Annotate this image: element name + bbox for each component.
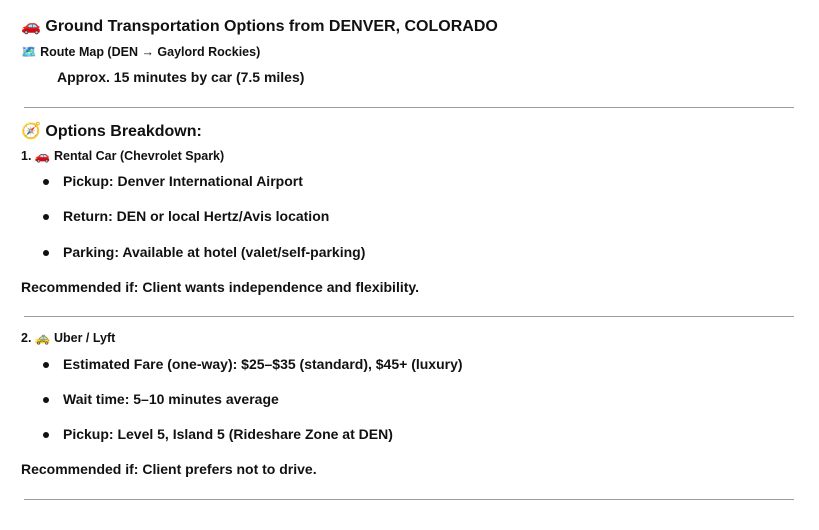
option-heading: 1. 🚗 Rental Car (Chevrolet Spark) (21, 149, 224, 164)
bullet-icon (43, 397, 49, 403)
route-detail: Approx. 15 minutes by car (7.5 miles) (57, 69, 305, 85)
option-number: 1. (21, 149, 32, 163)
page-title: 🚗 Ground Transportation Options from DEN… (21, 16, 498, 36)
options-breakdown-text: Options Breakdown: (45, 123, 202, 140)
option-number: 2. (21, 331, 32, 345)
divider (24, 499, 794, 500)
list-item: Estimated Fare (one-way): $25–$35 (stand… (63, 356, 463, 372)
recommendation: Recommended if: Client wants independenc… (21, 279, 420, 295)
bullet-icon (43, 179, 49, 185)
map-icon: 🗺️ (21, 45, 37, 59)
bullet-icon (43, 250, 49, 256)
recommendation: Recommended if: Client prefers not to dr… (21, 461, 317, 477)
page-title-text: Ground Transportation Options from DENVE… (45, 18, 498, 35)
car-icon: 🚗 (34, 149, 51, 163)
bullet-icon (43, 362, 49, 368)
option-title: Uber / Lyft (53, 331, 116, 345)
option-title: Rental Car (Chevrolet Spark) (53, 149, 225, 163)
bullet-icon (43, 214, 49, 220)
list-item: Return: DEN or local Hertz/Avis location (63, 208, 330, 224)
options-breakdown-heading: 🧭 Options Breakdown: (21, 121, 202, 141)
taxi-icon: 🚕 (34, 331, 51, 345)
list-item: Pickup: Denver International Airport (63, 173, 303, 189)
divider (24, 316, 794, 317)
car-icon: 🚗 (21, 18, 41, 35)
list-item: Pickup: Level 5, Island 5 (Rideshare Zon… (63, 426, 393, 442)
list-item: Wait time: 5–10 minutes average (63, 391, 279, 407)
compass-icon: 🧭 (21, 123, 41, 140)
route-map-heading: 🗺️ Route Map (DEN → Gaylord Rockies) (21, 45, 260, 60)
bullet-icon (43, 432, 49, 438)
option-heading: 2. 🚕 Uber / Lyft (21, 331, 115, 346)
divider (24, 107, 794, 108)
list-item: Parking: Available at hotel (valet/self-… (63, 244, 366, 260)
route-map-text: Route Map (DEN → Gaylord Rockies) (40, 45, 261, 59)
